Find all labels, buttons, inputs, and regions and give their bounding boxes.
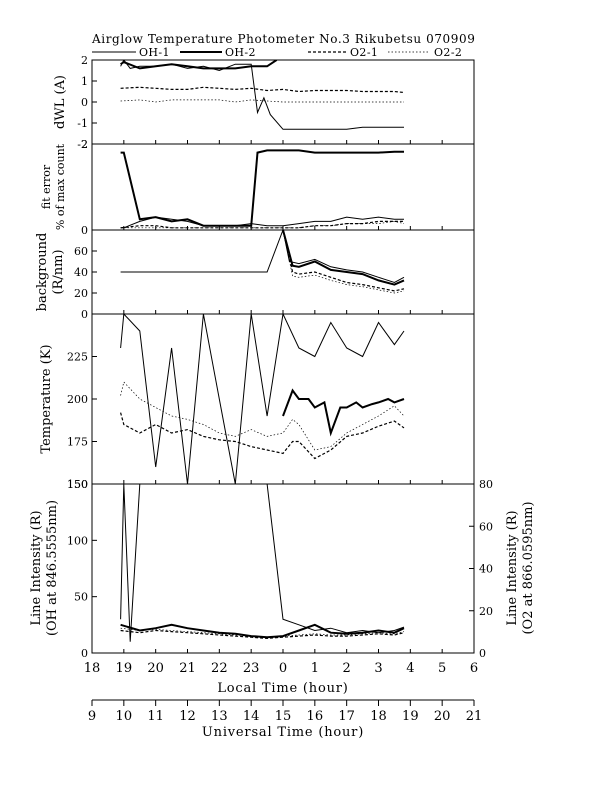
bg-series-oh1 [120,230,405,284]
legend-label-oh2: OH-2 [225,46,256,59]
intensity-ytick-label: 100 [67,534,88,547]
local-time-tick-label: 18 [84,661,101,676]
legend: OH-1 OH-2 O2-1 O2-2 [92,46,462,59]
intensity-series-oh2 [120,623,405,639]
ut-tick-label: 10 [116,709,133,724]
bg-axis-label-line1: background [35,233,50,312]
bg-ytick-label: 20 [74,287,88,300]
intensity-y2tick-label: 40 [479,563,493,576]
dwl-series-o21 [120,86,405,94]
local-time-tick-label: 6 [470,661,478,676]
intensity-right-axis-label-line1: Line Intensity (R) [505,510,520,625]
local-time-tick-label: 22 [211,661,228,676]
bg-series-o22 [282,230,405,294]
dwl-series-oh2 [120,60,278,70]
intensity-ytick-label: 50 [74,591,88,604]
local-time-tick-label: 5 [438,661,446,676]
panel-intensity-frame [91,483,475,654]
intensity-ytick-label: 150 [67,478,88,491]
ut-tick-label: 18 [370,709,387,724]
series-layer [120,60,405,642]
dwl-ytick-label: -2 [77,138,88,151]
dwl-ytick-label: -1 [77,117,88,130]
ut-tick-label: 14 [243,709,260,724]
intensity-ytick-label: 0 [81,647,88,660]
legend-label-oh1: OH-1 [139,46,170,59]
chart-title: Airglow Temperature Photometer No.3 Riku… [91,32,476,46]
ut-tick-label: 19 [402,709,419,724]
panel-dwl-frame [91,59,475,145]
ut-tick-label: 21 [466,709,483,724]
dwl-axis-label: dWL (A) [53,75,68,129]
temp-axis-label: Temperature (K) [39,344,54,453]
ut-tick-label: 15 [275,709,292,724]
temp-ytick-label: 225 [67,351,88,364]
legend-label-o22: O2-2 [434,46,462,59]
local-time-tick-label: 21 [179,661,196,676]
ut-axis-label: Universal Time (hour) [202,725,364,740]
local-time-tick-label: 20 [147,661,164,676]
local-time-tick-label: 23 [243,661,260,676]
panel-temp-frame [91,313,475,485]
intensity-y2tick-label: 60 [479,520,493,533]
local-time-tick-label: 1 [311,661,319,676]
local-time-axis-label: Local Time (hour) [217,681,348,696]
local-time-tick-label: 2 [343,661,351,676]
temp-series-o21 [120,412,405,460]
intensity-axis-label-line1: Line Intensity (R) [29,510,44,625]
dwl-series-o22 [120,99,404,103]
dwl-ytick-label: 1 [81,75,88,88]
temp-ytick-label: 200 [67,393,88,406]
local-time-tick-label: 3 [374,661,382,676]
dwl-ytick-label: 0 [81,96,88,109]
fit-axis-label-line1: fit error [40,164,53,209]
ut-tick-label: 13 [211,709,228,724]
temp-ytick-label: 175 [67,436,88,449]
temp-series-o22 [120,381,405,451]
intensity-right-axis-label-line2: (O2 at 866.0595nm) [521,501,536,634]
fit-series-o22 [120,221,405,229]
temp-ytick-label: 150 [67,478,88,491]
fit-ytick-label: 2 [81,138,88,151]
intensity-axis-label-line2: (OH at 846.5555nm) [45,500,60,636]
ut-tick-label: 16 [307,709,324,724]
temp-series-oh2 [282,388,405,437]
intensity-series-o21 [120,629,405,640]
fit-ytick-label: 0 [81,224,88,237]
bg-ytick-label: 60 [74,245,88,258]
ut-tick-label: 17 [338,709,355,724]
intensity-series-oh1 [120,484,405,642]
dwl-series-oh1 [120,60,404,130]
legend-label-o21: O2-1 [350,46,378,59]
local-time-tick-label: 0 [279,661,287,676]
bg-axis-label-line2: (R/nm) [51,249,66,294]
intensity-y2tick-label: 0 [479,647,486,660]
ut-tick-label: 20 [434,709,451,724]
dwl-ytick-label: 2 [81,54,88,67]
ut-tick-label: 9 [88,709,96,724]
temp-series-oh1 [120,314,405,484]
axis-ticks: 210-1-2206040200225200175150150100500806… [67,54,493,724]
ut-tick-label: 11 [147,709,164,724]
bg-ytick-label: 0 [81,308,88,321]
fit-axis-label-line2: % of max count [54,143,67,230]
fit-series-oh2 [120,149,404,227]
bg-ytick-label: 40 [74,266,88,279]
ut-tick-label: 12 [179,709,196,724]
local-time-tick-label: 19 [116,661,133,676]
intensity-series-o22 [120,627,405,638]
bg-series-o21 [282,230,405,292]
intensity-y2tick-label: 20 [479,605,493,618]
intensity-y2tick-label: 80 [479,478,493,491]
bg-series-oh2 [282,230,405,286]
local-time-tick-label: 4 [406,661,414,676]
